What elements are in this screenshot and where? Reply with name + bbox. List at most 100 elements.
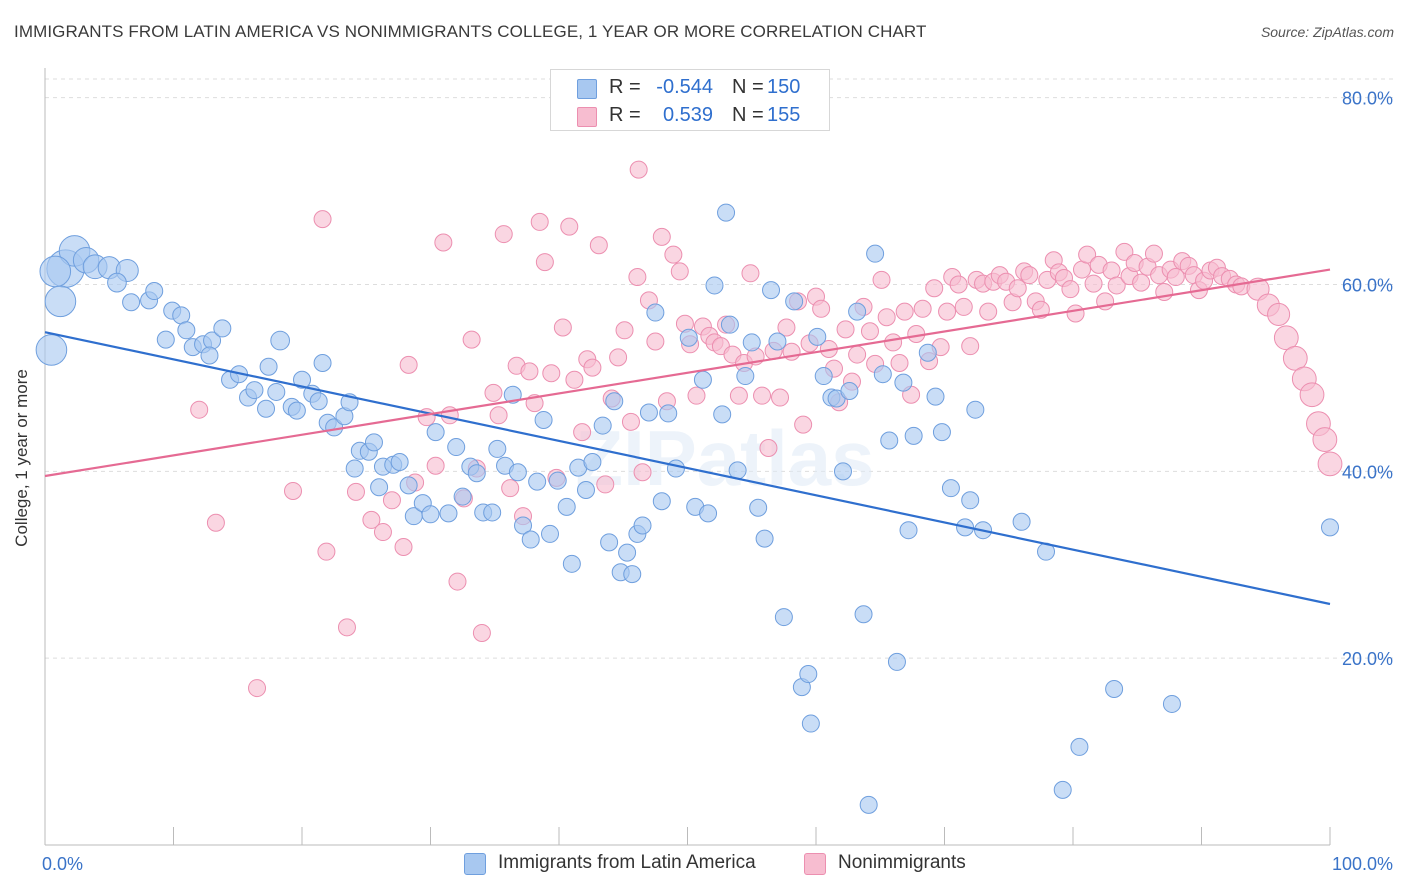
nonimmigrant-point: [1008, 279, 1027, 298]
trend-line-immigrants: [44, 331, 1331, 606]
immigrant-point: [483, 503, 502, 522]
immigrant-point: [345, 459, 364, 478]
immigrant-point: [961, 491, 980, 510]
immigrant-point: [593, 416, 612, 435]
nonimmigrant-point: [489, 406, 508, 425]
nonimmigrant-point: [629, 160, 648, 179]
immigrant-point: [966, 400, 985, 419]
nonimmigrant-point: [494, 225, 513, 244]
nonimmigrant-point: [573, 423, 592, 442]
nonimmigrant-point: [621, 412, 640, 431]
immigrant-point: [799, 665, 818, 684]
immigrant-point: [859, 795, 878, 814]
immigrant-point: [918, 343, 937, 362]
nonimmigrant-point: [530, 212, 549, 231]
nonimmigrant-point: [1317, 451, 1343, 477]
nonimmigrant-point: [1102, 261, 1121, 280]
immigrant-point: [699, 504, 718, 523]
immigrant-point: [652, 492, 671, 511]
y-tick-label: 20.0%: [1342, 649, 1393, 669]
x-tick-label: 100.0%: [1332, 854, 1393, 874]
nonimmigrant-point: [872, 270, 891, 289]
nonimmigrant-point: [771, 388, 790, 407]
immigrant-point: [880, 431, 899, 450]
immigrant-point: [742, 333, 761, 352]
nonimmigrant-point: [426, 456, 445, 475]
immigrant-point: [503, 385, 522, 404]
nonimmigrant-point: [1072, 260, 1091, 279]
nonimmigrant-point: [484, 383, 503, 402]
immigrant-point: [557, 497, 576, 516]
nonimmigrant-point: [979, 302, 998, 321]
immigrant-point: [439, 504, 458, 523]
immigrant-point: [145, 282, 164, 301]
chart-title: IMMIGRANTS FROM LATIN AMERICA VS NONIMMI…: [14, 22, 927, 41]
immigrant-point: [762, 281, 781, 300]
axes: [44, 68, 1331, 846]
immigrant-point: [814, 367, 833, 386]
immigrant-point: [364, 433, 383, 452]
immigrant-point: [717, 203, 736, 222]
n-label: N =: [732, 104, 764, 126]
n-value: 155: [767, 104, 801, 126]
nonimmigrant-point: [913, 299, 932, 318]
nonimmigrant-point: [448, 572, 467, 591]
immigrant-point: [508, 463, 527, 482]
n-value: 150: [767, 76, 801, 98]
legend-row-immigrants: R = -0.544 N = 150: [551, 73, 829, 101]
nonimmigrant-point: [1115, 242, 1134, 261]
nonimmigrant-point: [560, 217, 579, 236]
immigrant-point: [39, 255, 72, 288]
series-immigrants-points: [35, 203, 1339, 814]
nonimmigrant-point: [664, 245, 683, 264]
immigrant-point: [749, 498, 768, 517]
immigrant-point: [259, 357, 278, 376]
nonimmigrant-point: [670, 262, 689, 281]
immigrant-point: [534, 410, 553, 429]
nonimmigrant-point: [1031, 300, 1050, 319]
nonimmigrant-point: [520, 362, 539, 381]
immigrant-point: [633, 516, 652, 535]
immigrant-point: [646, 303, 665, 322]
immigrant-point: [309, 392, 328, 411]
nonimmigrant-point: [1020, 266, 1039, 285]
nonimmigrant-point: [346, 482, 365, 501]
immigrant-point: [801, 714, 820, 733]
nonimmigrant-point: [753, 386, 772, 405]
nonimmigrant-point: [337, 618, 356, 637]
correlation-legend: R = -0.544 N = 150 R = 0.539 N = 155: [550, 69, 830, 131]
immigrant-point: [774, 608, 793, 627]
immigrant-point: [548, 471, 567, 490]
nonimmigrant-point: [596, 475, 615, 494]
immigrant-point: [941, 479, 960, 498]
nonimmigrant-point: [565, 370, 584, 389]
nonimmigrant-point: [535, 253, 554, 272]
nonimmigrant-point: [362, 510, 381, 529]
immigrant-point: [866, 244, 885, 263]
nonimmigrant-point: [472, 623, 491, 642]
nonimmigrant-point: [759, 438, 778, 457]
nonimmigrant-point: [542, 364, 561, 383]
immigrant-point: [720, 315, 739, 334]
nonimmigrant-point: [313, 210, 332, 229]
nonimmigrant-point: [954, 297, 973, 316]
nonimmigrant-point: [1144, 244, 1163, 263]
nonimmigrant-point: [729, 386, 748, 405]
immigrant-point: [659, 404, 678, 423]
nonimmigrant-point: [848, 345, 867, 364]
nonimmigrant-point: [399, 355, 418, 374]
immigrant-point: [623, 565, 642, 584]
immigrant-point: [370, 478, 389, 497]
immigrant-point: [528, 472, 547, 491]
trend-line-nonimmigrants: [44, 268, 1331, 478]
immigrant-point: [467, 464, 486, 483]
r-label: R =: [609, 104, 641, 126]
immigrant-point: [172, 306, 191, 325]
nonimmigrant-point: [206, 513, 225, 532]
immigrant-point: [848, 302, 867, 321]
series-legend: Immigrants from Latin America Nonimmigra…: [0, 851, 1406, 879]
immigrant-point: [1012, 512, 1031, 531]
immigrant-point: [107, 272, 127, 293]
y-tick-label: 80.0%: [1342, 89, 1393, 109]
source-label: Source: ZipAtlas.com: [1260, 24, 1394, 40]
